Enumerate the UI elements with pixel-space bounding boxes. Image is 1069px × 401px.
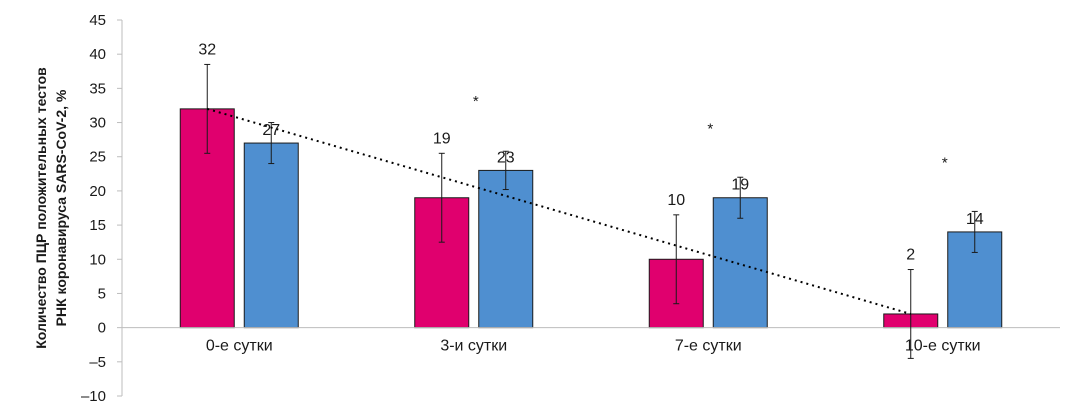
- bars: [179, 108, 1003, 329]
- data-label: 2: [906, 247, 915, 264]
- data-label: 14: [966, 211, 984, 228]
- significance-marker: *: [473, 93, 479, 110]
- bar: [243, 142, 299, 329]
- y-tick-label: 30: [89, 115, 106, 132]
- y-axis-label-line-1: Количество ПЦР положительных тестов: [33, 67, 49, 349]
- category-labels: 0-е сутки 3-и сутки 7-е сутки 10-е сутки: [206, 338, 981, 355]
- y-axis-label: Количество ПЦР положительных тестов РНК …: [33, 67, 69, 349]
- y-axis-ticks: –10 –5 0 5 10 15 20 25 30 35 40 45: [81, 12, 122, 401]
- data-labels: 32 27 19 23 10 19 2 14: [198, 41, 983, 263]
- significance-marker: *: [707, 120, 713, 137]
- significance-marker: *: [942, 154, 948, 171]
- error-bars: [204, 63, 978, 359]
- y-tick-label: 45: [89, 12, 106, 29]
- category-label: 7-е сутки: [675, 338, 742, 355]
- y-tick-label: –5: [89, 354, 106, 371]
- y-tick-label: 35: [89, 80, 106, 97]
- data-label: 19: [433, 130, 451, 147]
- y-tick-label: 40: [89, 46, 106, 63]
- significance-markers: * * *: [473, 93, 948, 172]
- data-label: 10: [667, 192, 685, 209]
- y-tick-label: 0: [98, 320, 106, 337]
- trendline: [206, 107, 912, 315]
- y-tick-label: 15: [89, 217, 106, 234]
- data-label: 32: [198, 41, 216, 58]
- category-label: 10-е сутки: [905, 338, 981, 355]
- y-tick-label: 5: [98, 285, 106, 302]
- y-tick-label: 20: [89, 183, 106, 200]
- data-label: 19: [731, 177, 749, 194]
- y-tick-label: 25: [89, 149, 106, 166]
- category-label: 3-и сутки: [440, 338, 507, 355]
- y-tick-label: 10: [89, 251, 106, 268]
- data-label: 27: [262, 122, 280, 139]
- y-tick-label: –10: [81, 388, 106, 401]
- bar: [478, 169, 534, 329]
- category-label: 0-е сутки: [206, 338, 273, 355]
- y-axis-label-line-2: РНК коронавируса SARS-CoV-2, %: [53, 89, 69, 326]
- data-label: 23: [497, 149, 515, 166]
